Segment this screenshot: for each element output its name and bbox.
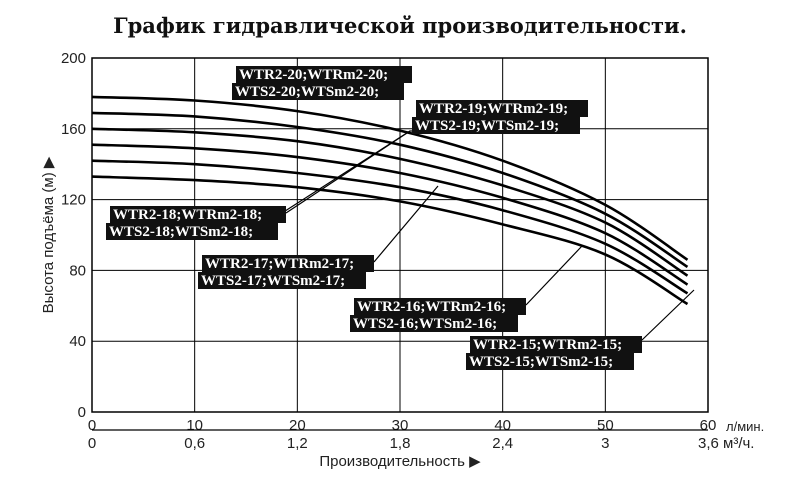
series-label-box (412, 117, 580, 134)
series-label-text: WTS2-16;WTSm2-16; (353, 316, 497, 332)
label-leader-s15 (641, 289, 695, 341)
series-label-text: WTR2-17;WTRm2-17; (205, 256, 354, 272)
x-tick-label-bottom: 1,2 (287, 435, 308, 452)
x-unit-top: л/мин. (726, 419, 764, 434)
series-label-box (354, 298, 526, 315)
series-line-1 (91, 95, 689, 261)
y-tick-label: 40 (69, 333, 86, 350)
label-leader-s17 (373, 185, 439, 263)
series-label-box (470, 336, 642, 353)
plot-frame (91, 57, 709, 413)
series-line-4 (91, 143, 689, 286)
series-label-text: WTR2-18;WTRm2-18; (113, 207, 262, 223)
series-line-5 (91, 159, 689, 295)
x-tick-label-top: 50 (597, 417, 614, 434)
series-label-text: WTS2-20;WTSm2-20; (235, 84, 379, 100)
series-label-text: WTS2-15;WTSm2-15; (469, 354, 613, 370)
series-label-text: WTR2-19;WTRm2-19; (419, 101, 568, 117)
x-tick-label-bottom: 1,8 (390, 435, 411, 452)
series-labels: WTR2-20;WTRm2-20;WTS2-20;WTSm2-20; WTR2-1… (106, 66, 642, 370)
x-tick-label-bottom: 0 (88, 435, 96, 452)
series-label-box (110, 206, 286, 223)
series-label-text: WTS2-17;WTSm2-17; (201, 273, 345, 289)
chart-title: График гидравлической производительности… (113, 13, 687, 38)
series-label-text: WTR2-15;WTRm2-15; (473, 337, 622, 353)
series-label-box (236, 66, 412, 83)
y-tick-label: 80 (69, 262, 86, 279)
x-tick-label-bottom: 0,6 (184, 435, 205, 452)
series-label-box (198, 272, 366, 289)
x-unit-bottom: 3,6 м³/ч. (698, 435, 754, 452)
x-tick-label-bottom: 3 (601, 435, 609, 452)
x-tick-label-top: 20 (289, 417, 306, 434)
curves (91, 95, 689, 306)
series-label-text: WTS2-18;WTSm2-18; (109, 224, 253, 240)
x-tick-label-top: 40 (494, 417, 511, 434)
series-label-box (202, 255, 374, 272)
y-tick-label: 0 (78, 404, 86, 421)
y-tick-label: 160 (61, 121, 86, 138)
series-label-box (232, 83, 404, 100)
x-tick-label-top: 60 (700, 417, 717, 434)
y-axis-label: Высота подъёма (м) ▶ (40, 156, 57, 313)
x-axis-label: Производительность ▶ (319, 453, 481, 470)
series-label-box (350, 315, 518, 332)
series-label-box (416, 100, 588, 117)
label-leader-s16 (525, 245, 583, 306)
y-tick-label: 120 (61, 192, 86, 209)
series-line-3 (91, 127, 689, 277)
series-label-text: WTS2-19;WTSm2-19; (415, 118, 559, 134)
y-tick-label: 200 (61, 50, 86, 67)
label-leader-s18 (285, 130, 411, 214)
series-label-box (106, 223, 278, 240)
x-tick-label-bottom: 2,4 (492, 435, 513, 452)
series-line-6 (91, 175, 689, 306)
series-label-text: WTR2-20;WTRm2-20; (239, 67, 388, 83)
series-label-text: WTR2-16;WTRm2-16; (357, 299, 506, 315)
x-tick-label-top: 10 (186, 417, 203, 434)
series-label-box (466, 353, 634, 370)
series-line-2 (91, 111, 689, 268)
x-tick-label-top: 0 (88, 417, 96, 434)
x-tick-label-top: 30 (392, 417, 409, 434)
